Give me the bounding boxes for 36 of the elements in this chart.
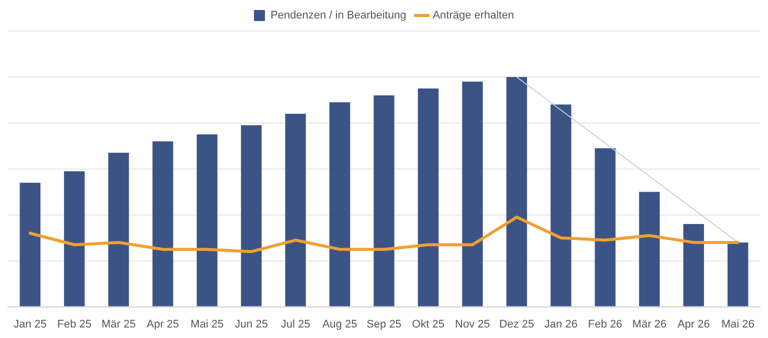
x-tick-label: Jan 26 xyxy=(544,318,578,330)
x-tick-label: Nov 25 xyxy=(455,318,490,330)
bar xyxy=(594,148,616,306)
bar xyxy=(418,88,439,306)
x-tick-label: Jan 25 xyxy=(14,318,47,330)
x-tick-label: Aug 25 xyxy=(322,318,358,330)
bar xyxy=(728,242,748,306)
bar xyxy=(152,141,174,306)
bar xyxy=(20,182,40,306)
bar xyxy=(285,114,306,306)
x-tick-label: Dez 25 xyxy=(499,318,534,330)
x-tick-label: Mai 26 xyxy=(721,318,754,330)
x-tick-label: Sep 25 xyxy=(366,318,402,330)
bar xyxy=(462,82,483,306)
x-tick-label: Apr 26 xyxy=(677,318,710,330)
x-tick-label: Mär 25 xyxy=(101,318,136,330)
bar xyxy=(240,125,262,306)
bar xyxy=(196,134,218,306)
x-tick-label: Jun 25 xyxy=(234,318,268,330)
bar xyxy=(639,192,660,306)
x-tick-label: Jul 25 xyxy=(280,318,310,330)
legend-label: Pendenzen / in Bearbeitung xyxy=(270,10,406,22)
bar xyxy=(550,104,572,306)
bar xyxy=(683,224,704,306)
legend-label: Anträge erhalten xyxy=(432,10,514,22)
x-tick-label: Apr 25 xyxy=(146,318,180,330)
x-tick-label: Feb 26 xyxy=(588,318,622,330)
x-tick-label: Mär 26 xyxy=(632,318,667,330)
bar xyxy=(374,95,394,306)
bar xyxy=(108,152,129,306)
bar xyxy=(506,76,528,306)
x-tick-label: Mai 25 xyxy=(190,318,224,330)
bar xyxy=(329,102,350,306)
x-tick-label: Feb 25 xyxy=(57,318,92,330)
bar xyxy=(64,171,85,306)
x-tick-label: Okt 25 xyxy=(412,318,444,330)
